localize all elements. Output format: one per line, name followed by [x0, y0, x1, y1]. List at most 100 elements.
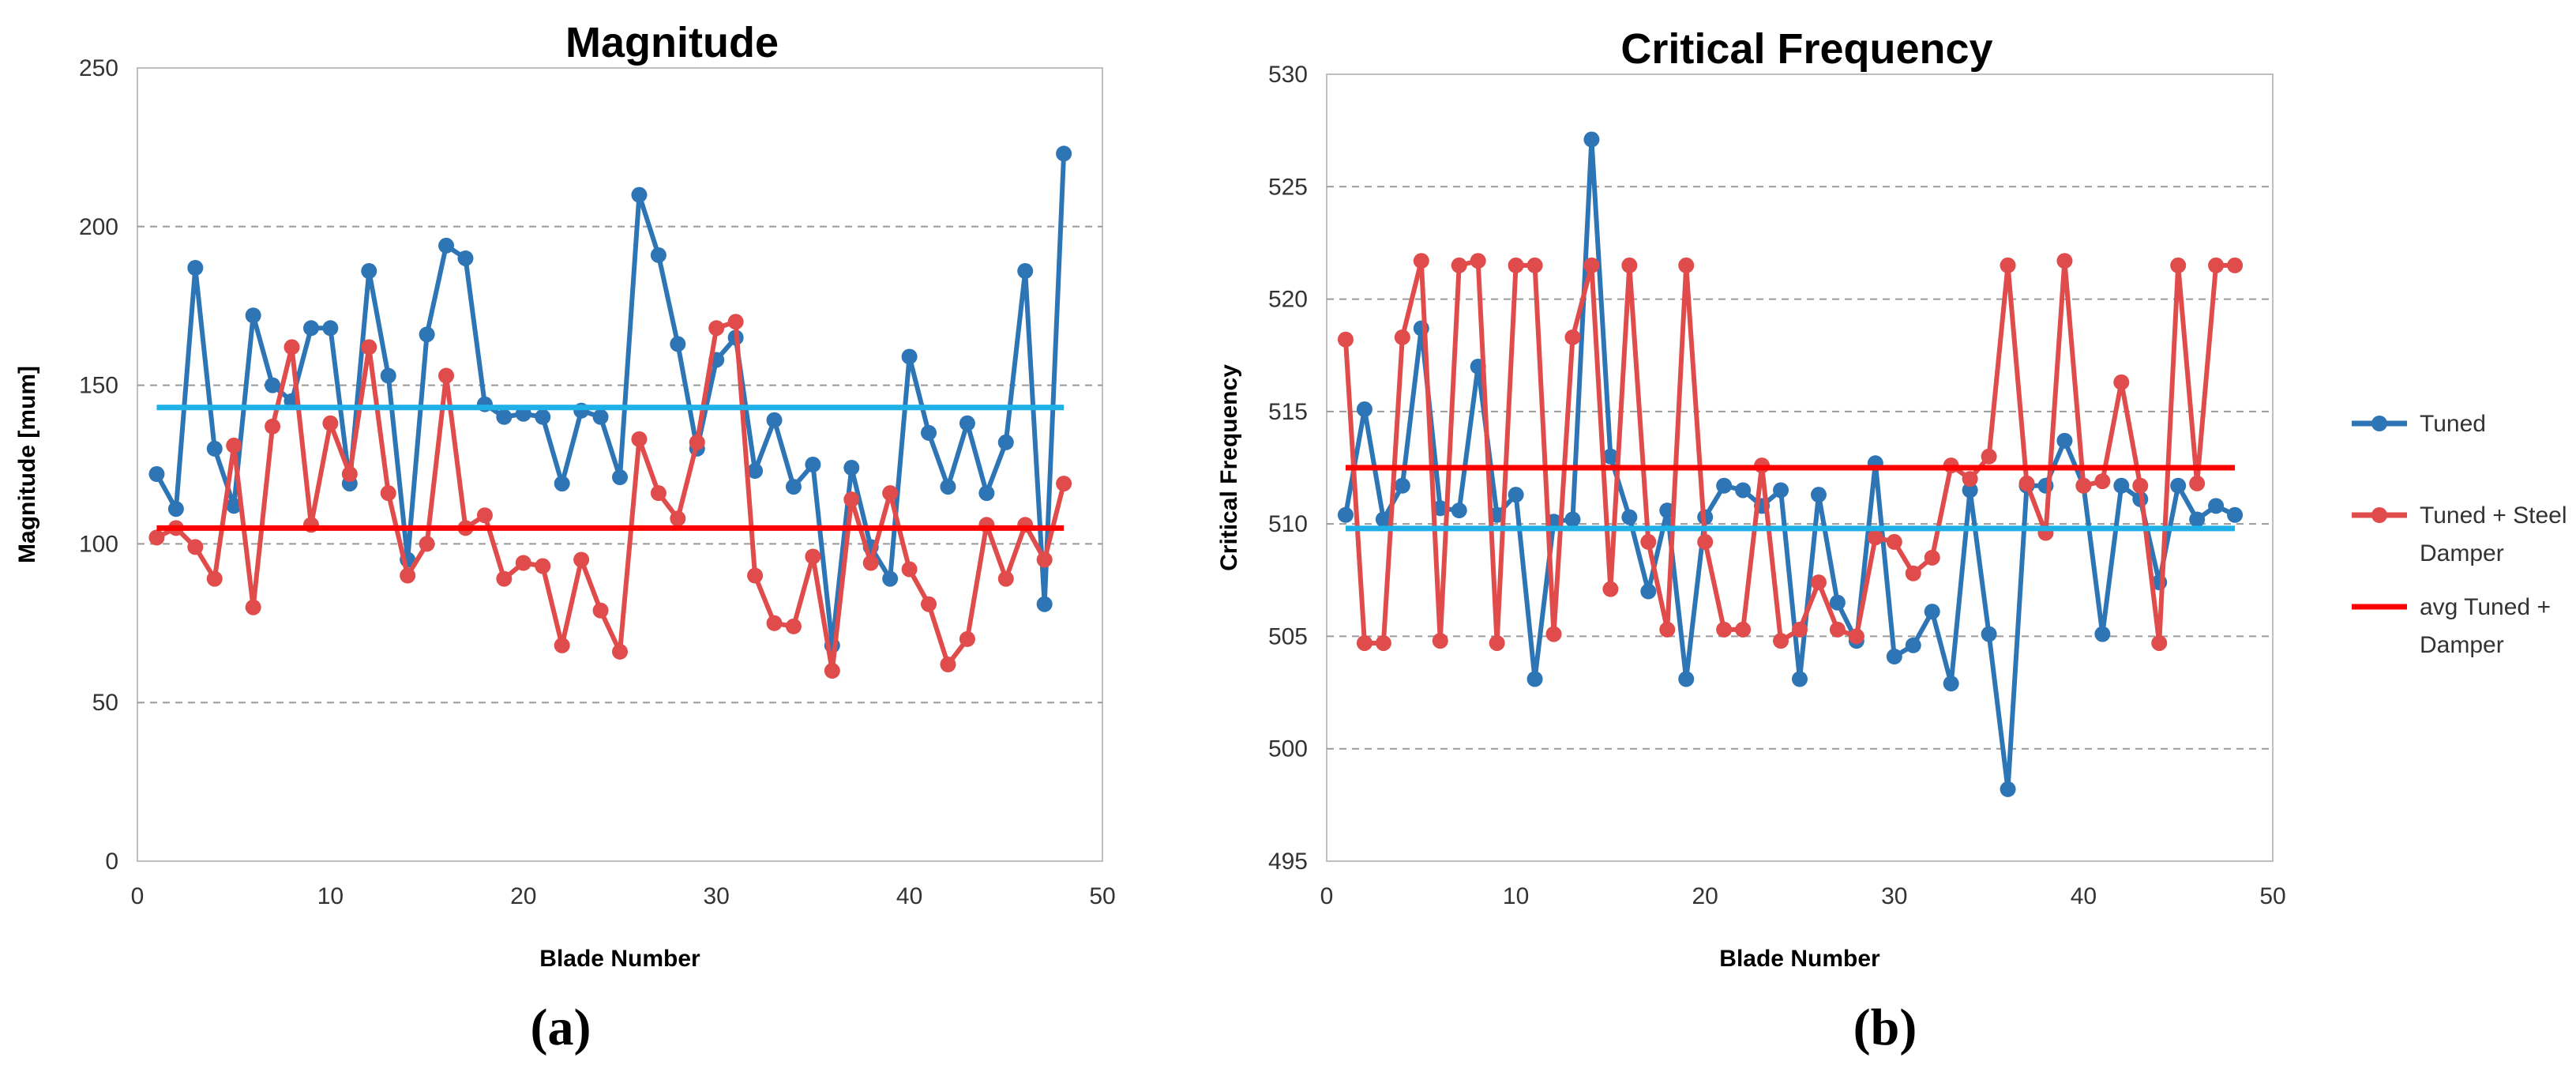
data-point-tuned-steel-damper — [226, 437, 242, 453]
data-point-tuned-steel-damper — [901, 561, 918, 578]
plot-area-frame — [1326, 73, 2274, 862]
data-point-tuned — [670, 336, 686, 352]
panel-caption: (a) — [531, 999, 591, 1056]
data-point-tuned — [959, 415, 975, 431]
x-tick-label: 0 — [131, 883, 145, 909]
chart-title: Critical Frequency — [1620, 25, 1992, 73]
x-tick-label: 50 — [1089, 883, 1115, 909]
data-point-tuned-steel-damper — [940, 657, 956, 673]
data-point-tuned — [901, 348, 918, 365]
x-tick-label: 10 — [317, 883, 344, 909]
data-point-tuned-steel-damper — [1564, 329, 1581, 345]
data-point-tuned — [631, 186, 648, 203]
data-point-tuned — [187, 260, 204, 277]
data-point-tuned — [1564, 511, 1581, 528]
y-tick-label: 250 — [79, 55, 118, 81]
data-point-tuned — [592, 408, 609, 425]
legend-label: avg Tuned + — [2420, 594, 2551, 620]
data-point-tuned — [843, 460, 860, 476]
data-point-tuned-steel-damper — [1583, 257, 1600, 273]
data-point-tuned — [1602, 448, 1619, 465]
legend-swatch-marker — [2371, 416, 2387, 431]
data-point-tuned-steel-damper — [2056, 253, 2073, 269]
data-point-tuned — [1792, 671, 1808, 687]
data-point-tuned — [1905, 637, 1921, 653]
data-point-tuned-steel-damper — [1659, 621, 1676, 638]
data-point-tuned-steel-damper — [766, 615, 783, 631]
data-point-tuned — [1810, 487, 1827, 503]
data-point-tuned-steel-damper — [1337, 331, 1354, 348]
data-series — [1337, 131, 2244, 797]
data-point-tuned — [1773, 482, 1789, 499]
data-point-tuned — [265, 377, 281, 393]
data-point-tuned — [148, 466, 165, 483]
y-axis-label: Magnitude [mum] — [14, 366, 40, 563]
data-point-tuned-steel-damper — [2113, 374, 2130, 390]
data-point-tuned-steel-damper — [1678, 257, 1695, 273]
y-axis-ticks: 495 500 505 510 515 520 525 530 — [1268, 62, 1308, 875]
data-point-tuned — [1981, 626, 1997, 642]
y-tick-label: 525 — [1268, 174, 1308, 200]
data-point-tuned-steel-damper — [824, 663, 840, 679]
data-point-tuned-steel-damper — [1413, 253, 1429, 269]
y-tick-label: 495 — [1268, 849, 1308, 875]
data-point-tuned-steel-damper — [187, 539, 204, 555]
chart-panel-magnitude: Magnitude 0 50 100 150 200 250 0 10 20 30 40 50 Bl… — [14, 19, 1116, 1056]
data-point-tuned-steel-damper — [2189, 475, 2206, 491]
data-point-tuned-steel-damper — [1394, 329, 1410, 345]
data-point-tuned-steel-damper — [322, 415, 339, 431]
data-point-tuned-steel-damper — [515, 555, 531, 571]
data-point-tuned — [785, 479, 802, 495]
data-point-tuned — [2000, 781, 2016, 797]
data-point-tuned-steel-damper — [206, 570, 223, 587]
y-tick-label: 200 — [79, 214, 118, 240]
data-point-tuned-steel-damper — [592, 602, 609, 619]
data-point-tuned-steel-damper — [1036, 551, 1053, 568]
data-point-tuned — [1640, 583, 1657, 600]
data-point-tuned — [882, 570, 899, 587]
x-tick-label: 40 — [2071, 883, 2097, 909]
data-point-tuned-steel-damper — [1356, 634, 1372, 651]
data-point-tuned — [1394, 477, 1410, 494]
data-point-tuned-steel-damper — [1886, 533, 1902, 550]
data-point-tuned — [1508, 487, 1524, 503]
data-point-tuned — [1451, 502, 1467, 519]
legend-label: Tuned — [2420, 411, 2486, 437]
data-point-tuned-steel-damper — [2075, 477, 2092, 494]
legend-label: Tuned + Steel — [2420, 502, 2567, 529]
data-point-tuned-steel-damper — [1848, 628, 1864, 645]
data-point-tuned — [167, 501, 184, 517]
data-point-tuned-steel-damper — [997, 570, 1014, 587]
y-tick-label: 0 — [105, 849, 118, 875]
data-point-tuned — [940, 479, 956, 495]
data-point-tuned — [380, 367, 396, 384]
data-point-tuned — [2208, 498, 2225, 514]
data-point-tuned-steel-damper — [1545, 626, 1562, 642]
data-point-tuned-steel-damper — [747, 567, 764, 584]
data-point-tuned — [1735, 482, 1752, 499]
x-tick-label: 30 — [704, 883, 730, 909]
data-point-tuned-steel-damper — [727, 314, 744, 330]
data-point-tuned-steel-damper — [1508, 257, 1524, 273]
data-point-tuned-steel-damper — [1697, 533, 1714, 550]
data-point-tuned — [554, 476, 570, 492]
data-point-tuned-steel-damper — [650, 485, 667, 502]
data-point-tuned — [2227, 506, 2244, 523]
panel-caption: (b) — [1853, 999, 1917, 1056]
data-point-tuned-steel-damper — [921, 596, 937, 612]
data-point-tuned-steel-damper — [2170, 257, 2187, 273]
data-point-tuned — [978, 485, 995, 502]
x-axis-label: Blade Number — [539, 946, 700, 972]
chart-legend: Tuned Tuned + Steel Damper avg Tuned + D… — [2352, 411, 2567, 658]
data-point-tuned-steel-damper — [1981, 448, 1997, 465]
data-point-tuned-steel-damper — [689, 434, 705, 450]
data-series — [148, 145, 1072, 679]
data-point-tuned — [1017, 263, 1034, 280]
data-point-tuned — [1678, 671, 1695, 687]
data-point-tuned-steel-damper — [341, 466, 358, 483]
data-point-tuned-steel-damper — [380, 485, 396, 502]
data-point-tuned-steel-damper — [1621, 257, 1638, 273]
data-point-tuned-steel-damper — [708, 320, 725, 337]
data-point-tuned-steel-damper — [284, 339, 300, 356]
data-point-tuned-steel-damper — [1470, 253, 1486, 269]
